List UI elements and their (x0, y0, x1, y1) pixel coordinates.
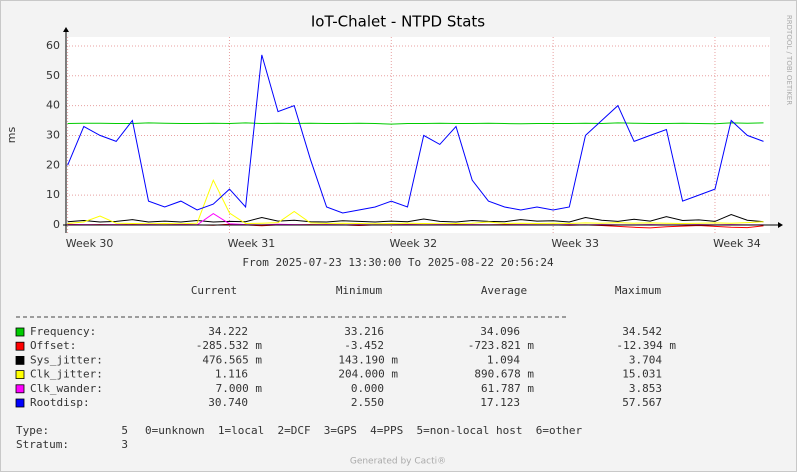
subtitle: From 2025-07-23 13:30:00 To 2025-08-22 2… (242, 256, 554, 269)
legend-value: 33.216 (344, 325, 384, 338)
legend-header: Average (481, 284, 527, 297)
y-axis-arrow (63, 27, 69, 32)
series-line (67, 178, 764, 225)
legend-header: Current (191, 284, 237, 297)
y-tick-label: 10 (46, 188, 60, 201)
x-tick-label: Week 31 (228, 237, 276, 250)
x-tick-label: Week 34 (713, 237, 761, 250)
legend-value: -723.821 m (468, 339, 535, 352)
legend-value: 15.031 (622, 368, 662, 381)
legend-value: 2.550 (351, 396, 384, 409)
legend-value: 61.787 m (481, 382, 534, 395)
x-tick-label: Week 32 (389, 237, 437, 250)
legend-header: Minimum (336, 284, 383, 297)
legend-value: 204.000 m (338, 368, 398, 381)
legend-value: 3.853 (629, 382, 662, 395)
legend-swatch (15, 341, 25, 351)
info-label: Type: (16, 424, 49, 437)
y-tick-label: 50 (46, 69, 60, 82)
watermark: RRDTOOL / TOBI OETIKER (785, 15, 793, 105)
legend-value: 1.094 (487, 353, 520, 366)
y-tick-label: 20 (46, 158, 60, 171)
legend-label: Clk_jitter: (30, 368, 103, 381)
legend-label: Frequency: (30, 325, 96, 338)
legend-value: 57.567 (622, 396, 662, 409)
legend-value: 1.116 (215, 368, 248, 381)
info-label: Stratum: (16, 438, 69, 451)
legend-label: Rootdisp: (30, 396, 90, 409)
y-tick-label: 0 (53, 218, 60, 231)
legend-value: -12.394 m (616, 339, 676, 352)
y-tick-label: 40 (46, 99, 60, 112)
legend-value: 476.565 m (202, 353, 262, 366)
series-line (67, 54, 764, 214)
legend-value: 143.190 m (338, 353, 398, 366)
legend-swatch (15, 370, 25, 380)
x-tick-label: Week 33 (551, 237, 599, 250)
footer: Generated by Cacti® (350, 457, 446, 467)
series-line (67, 213, 764, 223)
legend-header: Maximum (615, 284, 662, 297)
legend-value: 34.222 (208, 325, 248, 338)
series-line (67, 122, 764, 125)
y-axis-label: ms (5, 127, 18, 144)
y-tick-label: 60 (46, 39, 60, 52)
legend-value: -285.532 m (196, 339, 263, 352)
legend-value: 17.123 (480, 396, 520, 409)
legend-swatch (15, 327, 25, 337)
legend-value: 3.704 (629, 353, 662, 366)
legend-value: 30.740 (208, 396, 248, 409)
legend-value: 34.542 (622, 325, 662, 338)
info-text: 0=unknown 1=local 2=DCF 3=GPS 4=PPS 5=no… (145, 424, 582, 437)
x-tick-label: Week 30 (66, 237, 114, 250)
legend-value: 0.000 (351, 382, 384, 395)
legend-swatch (15, 355, 25, 365)
legend-value: -3.452 (344, 339, 384, 352)
y-tick-label: 30 (46, 128, 60, 141)
chart-title: IoT-Chalet - NTPD Stats (311, 13, 485, 31)
info-value: 5 (121, 424, 128, 437)
x-axis-arrow (778, 221, 783, 228)
legend-label: Offset: (30, 339, 76, 352)
legend-value: 890.678 m (474, 368, 534, 381)
legend-value: 34.096 (480, 325, 520, 338)
legend-label: Sys_jitter: (30, 353, 103, 366)
legend-swatch (15, 398, 25, 408)
legend-value: 7.000 m (216, 382, 263, 395)
legend-label: Clk_wander: (30, 382, 103, 395)
legend-swatch (15, 384, 25, 394)
info-value: 3 (121, 438, 128, 451)
